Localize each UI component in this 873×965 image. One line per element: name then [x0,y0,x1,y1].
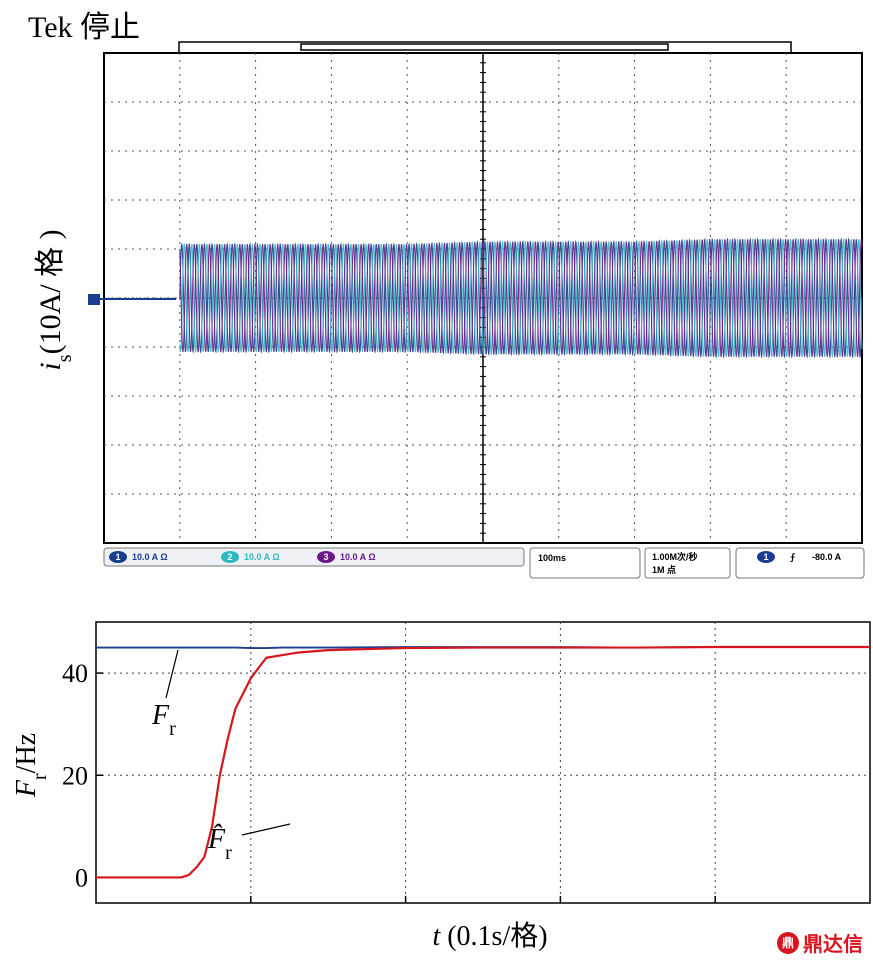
trigger-slope-icon: ⨍ [790,552,796,563]
record-length-bracket [178,41,792,54]
annotation-actual-sub: r [169,718,176,740]
annotation-estimate-sub: r [225,842,232,864]
frequency-grid [96,622,870,903]
frequency-ylabel-var: F [11,779,42,798]
scope-title: Tek 停止 [28,11,141,44]
ch3-badge [317,551,335,563]
ground-level-marker [88,294,100,305]
svg-text:Fr/Hz: Fr/Hz [11,733,51,798]
annotation-estimate: F̂r [207,823,291,864]
ch2-badge [221,551,239,563]
timebase-readout: 100ms [538,553,566,563]
frequency-lines [96,645,870,879]
trigger-channel-badge [757,551,775,563]
svg-text:F̂r: F̂r [207,824,232,864]
frequency-xlabel-var: t [432,921,441,952]
ch2-scale: 10.0 A Ω [244,552,280,562]
annotation-actual-var: F [151,700,170,731]
watermark-logo-icon: 鼎 [777,931,799,954]
phase-current-trace-2 [179,238,863,358]
trigger-level-readout: -80.0 A [812,552,842,562]
ch2-number: 2 [227,552,232,562]
svg-text:Fr: Fr [151,700,176,740]
record-length-readout: 1M 点 [652,564,676,575]
annotation-estimate-var: F̂ [207,824,226,855]
frequency-xlabel: t (0.1s/格) [432,920,547,952]
ch1-badge [109,551,127,563]
scope-ylabel: is(10A/ 格 ) [34,229,76,370]
freq-y-tick-label: 40 [62,659,88,688]
frequency-ylabel-sub: r [29,773,51,780]
frequency-y-ticks: 0 20 40 [62,659,103,892]
frequency-ylabel: Fr/Hz [11,733,51,798]
estimated-frequency-line [96,645,870,879]
scope-traces [179,237,863,359]
freq-y-tick-label: 0 [75,863,88,892]
sample-rate-readout: 1.00M次/秒 [652,551,698,562]
scope-status-bar: 1 10.0 A Ω 2 10.0 A Ω 3 10.0 A Ω 100ms 1… [103,547,865,579]
freq-y-tick-label: 20 [62,761,88,790]
scope-ylabel-sub: s [54,354,76,362]
trigger-channel-number: 1 [763,552,768,562]
ch3-number: 3 [323,552,328,562]
ch1-scale: 10.0 A Ω [132,552,168,562]
frequency-xlabel-unit: (0.1s/格) [447,920,547,952]
oscilloscope-capture: is(10A/ 格 ) 1 10.0 A Ω 2 10.0 A Ω 3 10.0… [34,41,865,579]
annotation-actual: Fr [151,649,179,740]
scope-ylabel-var: i [34,362,67,370]
phase-current-trace-3 [179,238,863,358]
watermark-logo: 鼎 鼎达信 [777,928,863,957]
scope-ylabel-unit: (10A/ 格 ) [34,229,67,354]
frequency-plot-area [95,621,871,904]
ch3-scale: 10.0 A Ω [340,552,376,562]
svg-text:is(10A/ 格 ): is(10A/ 格 ) [34,229,76,370]
frequency-ylabel-unit: /Hz [11,733,42,773]
phase-current-trace-1 [179,237,863,359]
ch1-number: 1 [115,552,120,562]
watermark-text: 鼎达信 [803,932,863,956]
